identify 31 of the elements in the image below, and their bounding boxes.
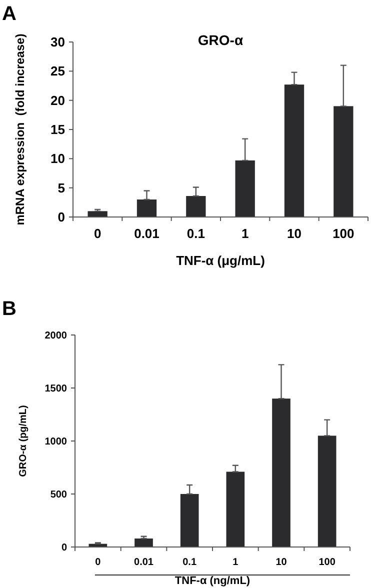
y-tick-label: 30 xyxy=(50,34,65,50)
x-axis-title: TNF-α (ng/mL) xyxy=(174,575,250,587)
y-tick-label: 15 xyxy=(50,122,65,138)
x-tick-label: 0 xyxy=(95,557,102,568)
x-tick-label: 10 xyxy=(287,226,302,241)
y-axis-title: mRNA expression (fold increase) xyxy=(13,34,27,226)
x-tick-label: 0.1 xyxy=(186,226,205,241)
y-tick-label: 10 xyxy=(50,151,65,166)
x-tick-label: 100 xyxy=(332,226,354,241)
text: A xyxy=(2,3,16,25)
text: B xyxy=(2,298,16,320)
x-tick-label: 0.01 xyxy=(134,557,154,568)
y-tick-label: 25 xyxy=(50,64,65,79)
x-tick-label: 0.01 xyxy=(134,226,160,241)
x-tick-label: 0 xyxy=(94,226,102,241)
y-tick-label: 0 xyxy=(58,210,65,225)
x-tick-label: 100 xyxy=(318,557,336,568)
y-tick-label: 20 xyxy=(50,92,65,108)
x-tick-label: 1 xyxy=(241,226,249,241)
y-tick-label: 2000 xyxy=(44,330,68,342)
y-axis-title: GRO-α (pg/mL) xyxy=(18,405,29,477)
chart-title: GRO-α xyxy=(198,32,244,48)
x-tick-label: 1 xyxy=(232,557,239,568)
y-tick-label: 1000 xyxy=(44,436,68,448)
y-tick-label: 1500 xyxy=(44,384,68,394)
x-axis-title: TNF-α (μg/mL) xyxy=(176,253,265,268)
y-tick-label: 500 xyxy=(50,490,68,500)
y-tick-label: 0 xyxy=(61,542,68,554)
x-tick-label: 0.1 xyxy=(182,557,197,568)
x-tick-label: 10 xyxy=(276,557,288,568)
y-tick-label: 5 xyxy=(58,180,65,196)
